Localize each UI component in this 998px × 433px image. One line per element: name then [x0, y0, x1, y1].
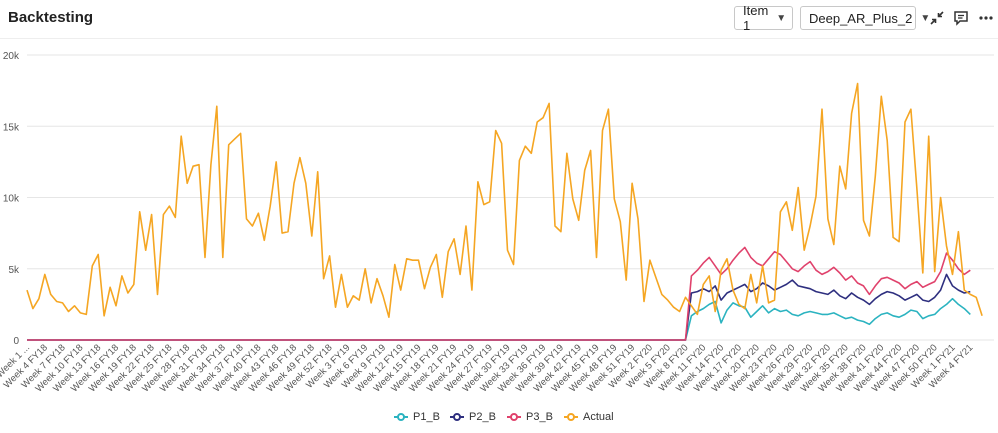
y-tick-label: 20k — [3, 51, 20, 62]
item-select-value: Item 1 — [743, 3, 769, 33]
chart-header: Backtesting Item 1 ▼ Deep_AR_Plus_2 ▼ — [0, 0, 998, 38]
legend-item-actual[interactable]: Actual — [564, 411, 614, 423]
series-line-p3-b — [27, 246, 971, 341]
y-tick-label: 0 — [13, 336, 19, 347]
y-tick-label: 10k — [3, 194, 20, 205]
model-select-value: Deep_AR_Plus_2 — [809, 10, 913, 26]
comment-icon[interactable] — [952, 9, 970, 27]
collapse-icon[interactable] — [928, 9, 946, 27]
more-icon[interactable] — [977, 9, 995, 27]
legend-label: P2_B — [469, 411, 496, 423]
legend-label: P1_B — [413, 411, 440, 423]
legend-item-p1[interactable]: P1_B — [394, 411, 440, 423]
series-line-p1-b — [27, 297, 971, 341]
page-title: Backtesting — [8, 9, 94, 26]
header-divider — [0, 38, 998, 39]
model-select[interactable]: Deep_AR_Plus_2 ▼ — [800, 6, 930, 30]
item-select[interactable]: Item 1 ▼ — [734, 3, 793, 33]
chart-grid — [27, 54, 994, 341]
y-tick-label: 5k — [8, 265, 20, 276]
y-axis-ticks: 0 5k 10k 15k 20k — [3, 51, 20, 347]
legend-label: Actual — [583, 411, 614, 423]
chevron-down-icon: ▼ — [920, 12, 931, 24]
chart-legend: P1_B P2_B P3_B Actual — [0, 411, 998, 429]
legend-label: P3_B — [526, 411, 553, 423]
legend-item-p2[interactable]: P2_B — [450, 411, 496, 423]
series-line-p2-b — [27, 273, 971, 341]
chart-series — [26, 82, 983, 341]
series-line-actual — [26, 82, 983, 319]
y-tick-label: 15k — [3, 122, 20, 133]
chevron-down-icon: ▼ — [776, 12, 787, 24]
legend-item-p3[interactable]: P3_B — [507, 411, 553, 423]
